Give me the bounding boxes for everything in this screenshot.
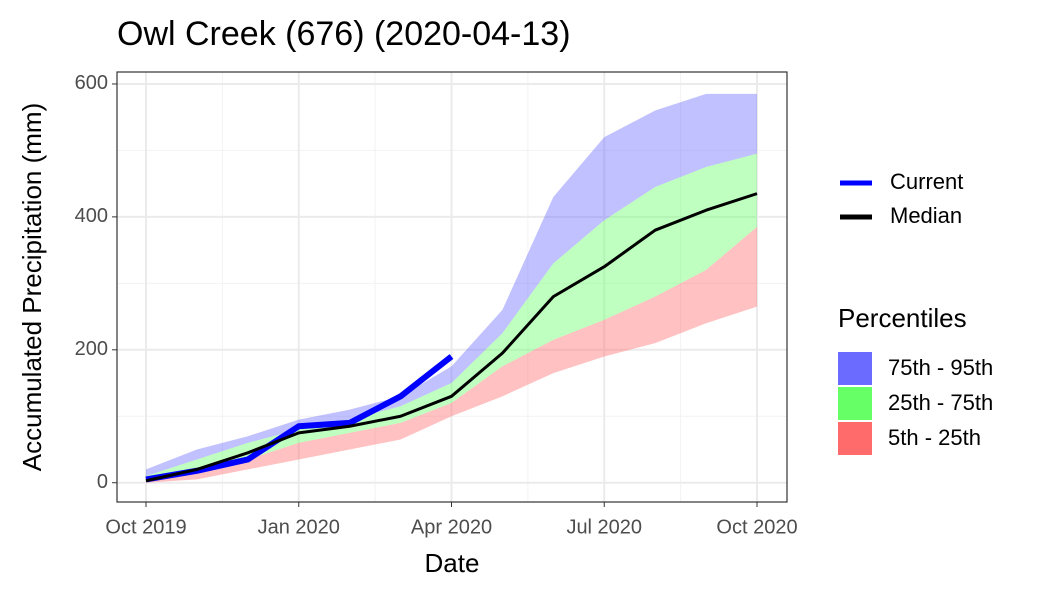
grid [117,72,787,502]
legend-label: Current [890,169,963,194]
x-tick-label: Apr 2020 [411,516,492,538]
legend-swatch [838,352,872,385]
percentile-band [146,93,757,477]
legend-label: 75th - 95th [888,355,993,380]
x-tick-label: Jan 2020 [258,516,340,538]
x-axis-title: Date [425,548,480,578]
series-line [145,192,758,483]
y-tick-label: 600 [75,72,108,94]
legend-swatch [838,422,872,455]
y-tick-label: 200 [75,338,108,360]
y-tick-label: 400 [75,205,108,227]
legend-swatch [838,387,872,420]
legend-label: 5th - 25th [888,425,981,450]
legend-label: Median [890,203,962,228]
y-axis-title: Accumulated Precipitation (mm) [17,103,47,471]
percentile-band [146,153,757,481]
plot-border [116,71,788,503]
x-tick-label: Oct 2020 [716,516,797,538]
y-tick-label: 0 [97,471,108,493]
chart-title: Owl Creek (676) (2020-04-13) [117,15,571,53]
x-tick-label: Oct 2019 [105,516,186,538]
x-tick-label: Jul 2020 [566,516,642,538]
legend-title: Percentiles [838,303,967,333]
legend-label: 25th - 75th [888,390,993,415]
